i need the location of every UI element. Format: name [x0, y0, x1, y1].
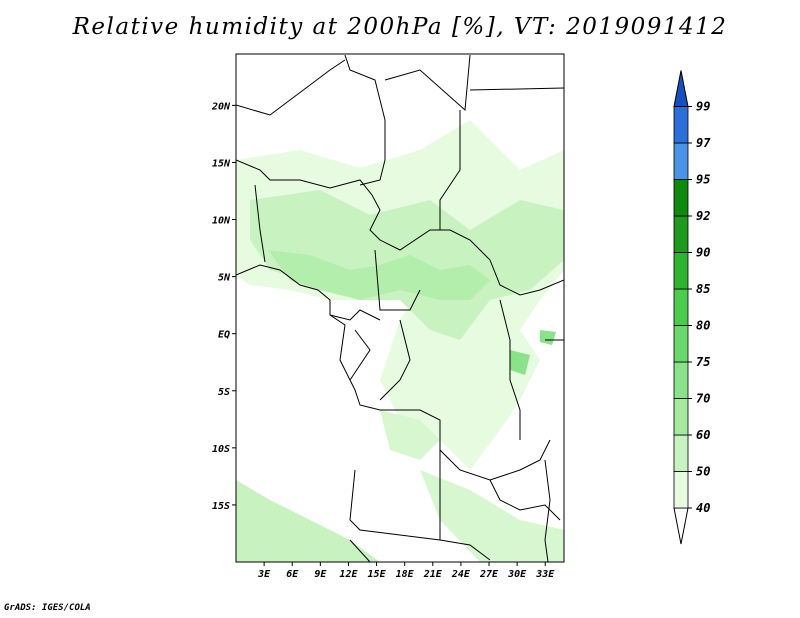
- colorbar-label: 75: [696, 355, 710, 369]
- lat-tick-label: 10N: [212, 216, 231, 227]
- latitude-axis: 20N 15N 10N 5N EQ 5S 10S 15S: [211, 101, 236, 512]
- lon-tick-label: 30E: [507, 569, 527, 580]
- humidity-area-70: [268, 250, 490, 300]
- lat-tick-label: 10S: [212, 444, 230, 455]
- colorbar-upper-triangle: [673, 70, 689, 107]
- lat-tick-label: 15N: [212, 158, 231, 169]
- colorbar-segment: [673, 325, 689, 363]
- colorbar-segment: [673, 471, 689, 509]
- lon-tick-label: 9E: [314, 569, 327, 580]
- colorbar-label: 70: [696, 392, 710, 406]
- lon-tick-label: 21E: [423, 569, 443, 580]
- colorbar-label: 97: [696, 136, 711, 150]
- humidity-patch-lake: [510, 350, 530, 375]
- lat-tick-label: 5S: [218, 387, 230, 398]
- lon-tick-label: 3E: [257, 569, 271, 580]
- lat-tick-label: 20N: [211, 101, 231, 112]
- humidity-area-se: [420, 470, 564, 562]
- colorbar-segment: [673, 361, 689, 399]
- colorbar-segment: [673, 398, 689, 436]
- colorbar-label: 40: [696, 501, 710, 515]
- lat-tick-label: 5N: [218, 273, 231, 284]
- lon-tick-label: 18E: [396, 569, 415, 580]
- lat-tick-label: 15S: [212, 501, 230, 512]
- colorbar-label: 99: [696, 100, 710, 114]
- colorbar-label: 85: [696, 282, 710, 296]
- longitude-axis: 3E 6E 9E 12E 15E 18E 21E 24E 27E 30E 33E: [257, 562, 555, 580]
- colorbar: 40 50 60 70 75 80 85 90 92 95 97 99: [673, 70, 711, 545]
- lat-tick-label: EQ: [218, 330, 230, 341]
- colorbar-segment: [673, 142, 689, 180]
- colorbar-label: 92: [696, 209, 710, 223]
- lon-tick-label: 6E: [286, 569, 299, 580]
- chart-title: Relative humidity at 200hPa [%], VT: 201…: [72, 14, 728, 40]
- colorbar-segment: [673, 288, 689, 326]
- colorbar-label: 50: [696, 465, 710, 479]
- lon-tick-label: 24E: [451, 569, 471, 580]
- grads-credit: GrADS: IGES/COLA: [4, 603, 91, 613]
- colorbar-segment: [673, 434, 689, 472]
- lon-tick-label: 33E: [535, 569, 555, 580]
- humidity-field: [236, 54, 564, 562]
- colorbar-label: 60: [696, 428, 710, 442]
- humidity-area-angola: [380, 410, 440, 460]
- country-borders: [236, 54, 564, 562]
- map-panel: 20N 15N 10N 5N EQ 5S 10S 15S 3E 6E 9E 12E 15E 18E 21E…: [211, 53, 565, 580]
- colorbar-segment: [673, 252, 689, 290]
- lon-tick-label: 15E: [368, 569, 387, 580]
- lon-tick-label: 27E: [479, 569, 499, 580]
- colorbar-lower-triangle: [673, 507, 689, 545]
- colorbar-segment: [673, 179, 689, 217]
- map-frame: [235, 53, 565, 563]
- colorbar-segment: [673, 215, 689, 253]
- colorbar-label: 95: [696, 173, 710, 187]
- humidity-area-sw: [236, 480, 380, 562]
- colorbar-label: 90: [696, 246, 710, 260]
- colorbar-label: 80: [696, 319, 710, 333]
- colorbar-segment: [673, 106, 689, 144]
- humidity-patch-east: [540, 330, 556, 345]
- lon-tick-label: 12E: [339, 569, 358, 580]
